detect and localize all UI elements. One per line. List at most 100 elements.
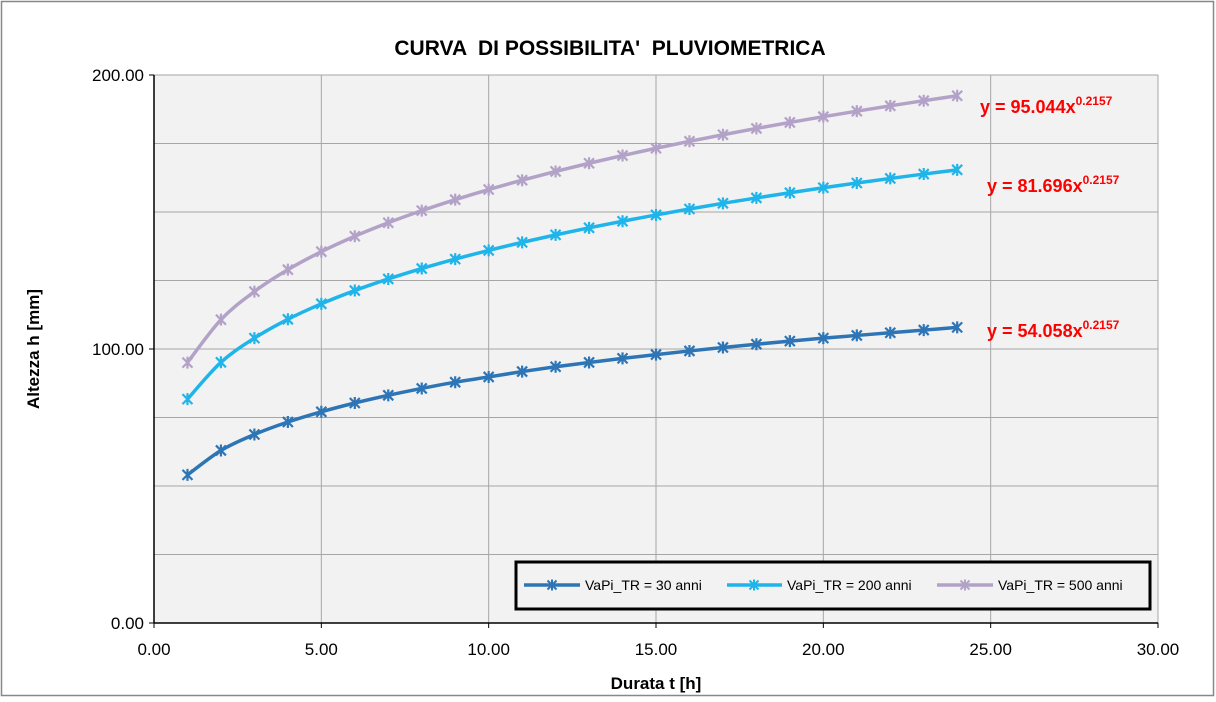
data-point	[181, 356, 194, 369]
data-point	[884, 99, 897, 112]
data-point	[415, 204, 428, 217]
data-point	[583, 356, 595, 369]
data-point	[650, 348, 662, 361]
equation-annotation-500: y = 95.044x0.2157	[980, 94, 1113, 117]
legend-item-tr500: VaPi_TR = 500 anni	[937, 577, 1123, 593]
data-point	[951, 163, 963, 176]
y-tick-label: 0.00	[111, 614, 144, 633]
data-point	[683, 344, 696, 357]
y-tick-label: 100.00	[92, 340, 144, 359]
data-point	[884, 326, 897, 339]
data-point	[817, 110, 830, 123]
series-line	[186, 325, 958, 477]
equation-base: y = 95.044x	[980, 97, 1076, 117]
data-point	[817, 332, 830, 345]
data-point	[215, 444, 227, 457]
data-point	[650, 142, 662, 155]
x-axis-label: Durata t [h]	[611, 674, 702, 693]
data-point	[315, 405, 328, 418]
equation-base: y = 81.696x	[987, 176, 1083, 196]
data-point	[382, 389, 395, 402]
data-point	[415, 262, 428, 275]
series-1	[181, 321, 963, 481]
legend-swatch-marker	[748, 579, 760, 591]
data-point	[181, 468, 194, 481]
data-point	[415, 382, 428, 395]
data-point	[315, 297, 328, 310]
data-point	[817, 181, 830, 194]
x-tick-label: 25.00	[969, 640, 1012, 659]
data-point	[516, 236, 528, 249]
data-point	[750, 338, 763, 351]
data-point	[917, 94, 930, 107]
data-point	[650, 208, 662, 221]
legend-label: VaPi_TR = 500 anni	[998, 577, 1123, 593]
legend-box	[514, 560, 1152, 611]
data-point	[282, 263, 294, 276]
data-point	[549, 228, 562, 241]
equation-exponent: 0.2157	[1083, 318, 1120, 332]
equation-base: y = 54.058x	[987, 321, 1083, 341]
data-point	[616, 352, 629, 365]
legend-item-tr200: VaPi_TR = 200 anni	[727, 577, 912, 593]
data-point	[549, 165, 562, 178]
legend-label: VaPi_TR = 30 anni	[585, 577, 702, 593]
series-line	[186, 168, 958, 401]
data-point	[884, 172, 897, 185]
data-point	[851, 329, 863, 342]
data-point	[750, 122, 763, 135]
data-point	[616, 149, 629, 162]
x-tick-label: 30.00	[1137, 640, 1180, 659]
x-tick-label: 0.00	[137, 640, 170, 659]
data-point	[717, 128, 729, 141]
data-point	[683, 202, 696, 215]
data-point	[917, 168, 930, 181]
data-point	[750, 191, 763, 204]
series-3	[181, 89, 963, 369]
data-point	[616, 215, 629, 228]
data-point	[181, 393, 194, 406]
data-point	[482, 183, 495, 196]
annotations: y = 95.044x0.2157 y = 81.696x0.2157 y = …	[980, 94, 1120, 341]
data-point	[717, 197, 729, 210]
data-point	[282, 313, 294, 326]
data-point	[349, 230, 361, 243]
chart-title: CURVA DI POSSIBILITA' PLUVIOMETRICA	[394, 37, 825, 60]
x-tick-label: 5.00	[305, 640, 338, 659]
equation-annotation-30: y = 54.058x0.2157	[987, 318, 1120, 341]
data-point	[382, 216, 395, 229]
data-point	[784, 335, 796, 348]
data-point	[282, 416, 294, 429]
data-point	[248, 428, 261, 441]
data-point	[482, 244, 495, 257]
legend: VaPi_TR = 30 anni VaPi_TR = 200 anni VaP…	[514, 560, 1152, 611]
x-tick-label: 20.00	[802, 640, 845, 659]
data-point	[951, 321, 963, 334]
data-point	[784, 186, 796, 199]
legend-item-tr30: VaPi_TR = 30 anni	[524, 577, 702, 593]
data-point	[449, 376, 461, 389]
data-point	[215, 313, 227, 326]
data-point	[683, 135, 696, 148]
data-point	[315, 245, 328, 258]
data-point	[248, 285, 261, 298]
data-point	[583, 157, 595, 170]
legend-label: VaPi_TR = 200 anni	[787, 577, 912, 593]
series-2	[181, 163, 963, 406]
equation-exponent: 0.2157	[1076, 94, 1113, 108]
data-point	[851, 177, 863, 190]
equation-exponent: 0.2157	[1083, 173, 1120, 187]
data-point	[349, 284, 361, 297]
series-layer	[181, 89, 963, 481]
data-point	[583, 221, 595, 234]
y-axis-label: Altezza h [mm]	[24, 289, 43, 409]
data-point	[717, 341, 729, 354]
data-point	[382, 272, 395, 285]
data-point	[449, 253, 461, 266]
legend-swatch-marker	[546, 579, 558, 591]
data-point	[951, 89, 963, 102]
data-point	[248, 332, 261, 345]
data-point	[349, 397, 361, 410]
